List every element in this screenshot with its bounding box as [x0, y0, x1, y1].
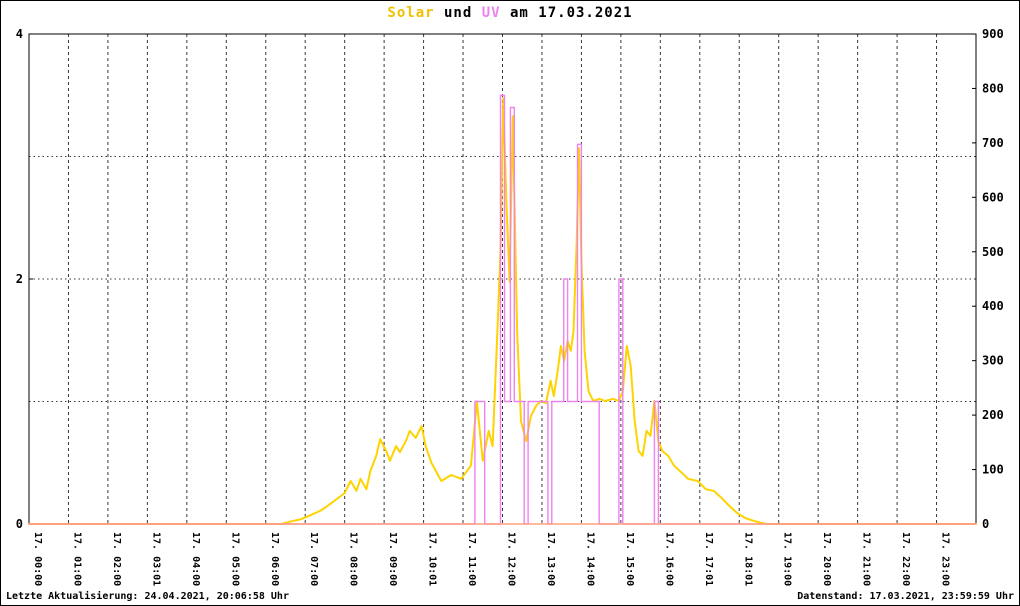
x-axis-label: 17. 03:01: [150, 532, 161, 586]
x-axis-label: 17. 09:00: [387, 532, 398, 586]
x-axis-label: 17. 21:00: [861, 532, 872, 586]
x-axis-label: 17. 01:00: [71, 532, 82, 586]
left-axis-label: 4: [16, 27, 23, 41]
left-axis-label: 2: [16, 272, 23, 286]
x-axis-label: 17. 07:00: [308, 532, 319, 586]
footer-last-update: Letzte Aktualisierung: 24.04.2021, 20:06…: [6, 591, 289, 602]
x-axis-label: 17. 23:00: [940, 532, 951, 586]
right-axis-label: 300: [982, 354, 1004, 368]
x-axis-label: 17. 13:00: [545, 532, 556, 586]
x-axis-label: 17. 19:00: [782, 532, 793, 586]
chart-title: Solar und UV am 17.03.2021: [1, 5, 1019, 21]
x-axis-label: 17. 11:00: [466, 532, 477, 586]
footer-data-state: Datenstand: 17.03.2021, 23:59:59 Uhr: [797, 591, 1014, 602]
title-part-3: am 17.03.2021: [500, 5, 633, 21]
title-part-1: und: [434, 5, 482, 21]
x-axis-label: 17. 22:00: [900, 532, 911, 586]
x-axis-label: 17. 10:01: [427, 532, 438, 586]
right-axis-label: 500: [982, 245, 1004, 259]
title-part-2: UV: [481, 5, 501, 21]
x-axis-label: 17. 00:00: [32, 532, 43, 586]
x-axis-label: 17. 18:01: [742, 532, 753, 586]
x-axis-label: 17. 08:00: [348, 532, 359, 586]
right-axis-label: 800: [982, 81, 1004, 95]
x-axis-label: 17. 16:00: [663, 532, 674, 586]
right-axis-label: 400: [982, 299, 1004, 313]
x-axis-label: 17. 04:00: [190, 532, 201, 586]
x-axis-label: 17. 02:00: [111, 532, 122, 586]
right-axis-label: 600: [982, 190, 1004, 204]
right-axis-label: 900: [982, 27, 1004, 41]
right-axis-label: 200: [982, 408, 1004, 422]
x-axis-label: 17. 05:00: [229, 532, 240, 586]
x-axis-label: 17. 12:00: [506, 532, 517, 586]
x-axis-label: 17. 06:00: [269, 532, 280, 586]
x-axis-label: 17. 14:00: [584, 532, 595, 586]
series-line-uv: [28, 94, 977, 525]
x-axis-label: 17. 15:00: [624, 532, 635, 586]
right-axis-label: 700: [982, 136, 1004, 150]
right-axis-label: 0: [982, 517, 989, 531]
x-axis-label: 17. 20:00: [821, 532, 832, 586]
left-axis-label: 0: [16, 517, 23, 531]
title-part-0: Solar: [387, 5, 435, 21]
right-axis-label: 100: [982, 463, 1004, 477]
x-axis-label: 17. 17:01: [703, 532, 714, 586]
